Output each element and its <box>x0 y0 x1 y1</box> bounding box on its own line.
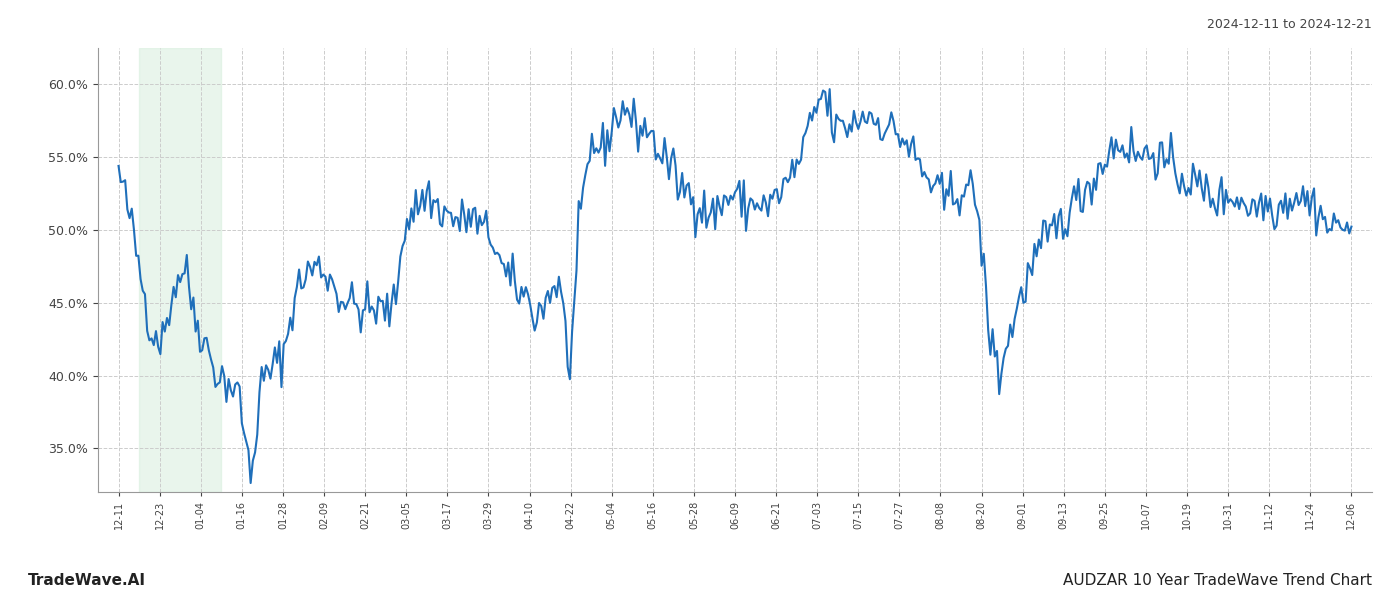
Text: TradeWave.AI: TradeWave.AI <box>28 573 146 588</box>
Bar <box>139 48 221 492</box>
Text: AUDZAR 10 Year TradeWave Trend Chart: AUDZAR 10 Year TradeWave Trend Chart <box>1063 573 1372 588</box>
Text: 2024-12-11 to 2024-12-21: 2024-12-11 to 2024-12-21 <box>1207 18 1372 31</box>
